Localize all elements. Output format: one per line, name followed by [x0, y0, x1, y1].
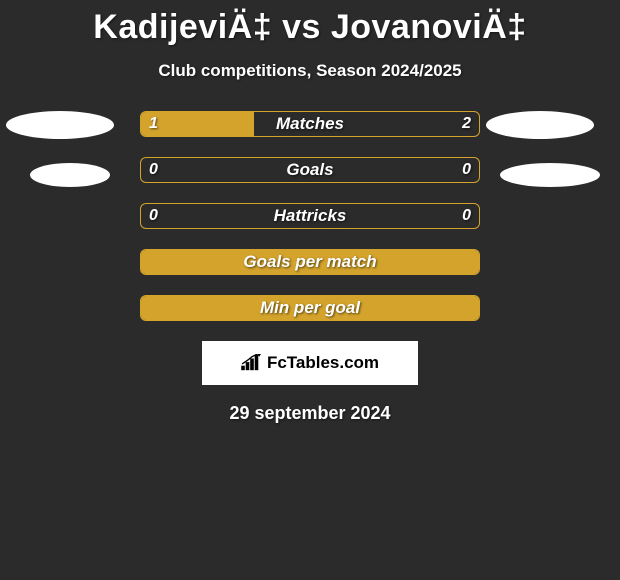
chart-icon: [241, 354, 263, 372]
branding-text: FcTables.com: [267, 353, 379, 373]
stat-bar: Min per goal: [140, 295, 480, 321]
branding-box: FcTables.com: [202, 341, 418, 385]
stat-row: 00Hattricks: [0, 203, 620, 229]
stat-label: Hattricks: [141, 204, 479, 228]
stat-bar: Goals per match: [140, 249, 480, 275]
stat-bar: 00Hattricks: [140, 203, 480, 229]
stat-label: Min per goal: [141, 296, 479, 320]
stat-row: 12Matches: [0, 111, 620, 137]
stat-label: Matches: [141, 112, 479, 136]
stat-bar: 12Matches: [140, 111, 480, 137]
stat-label: Goals per match: [141, 250, 479, 274]
comparison-content: 12Matches 00Goals 00Hattricks Goals per mat…: [0, 111, 620, 321]
stat-bar: 00Goals: [140, 157, 480, 183]
page-title: KadijeviÄ‡ vs JovanoviÄ‡: [0, 0, 620, 47]
stat-row: Min per goal: [0, 295, 620, 321]
stat-row: 00Goals: [0, 157, 620, 183]
stat-row: Goals per match: [0, 249, 620, 275]
page-subtitle: Club competitions, Season 2024/2025: [0, 61, 620, 81]
date-text: 29 september 2024: [0, 403, 620, 424]
stat-label: Goals: [141, 158, 479, 182]
